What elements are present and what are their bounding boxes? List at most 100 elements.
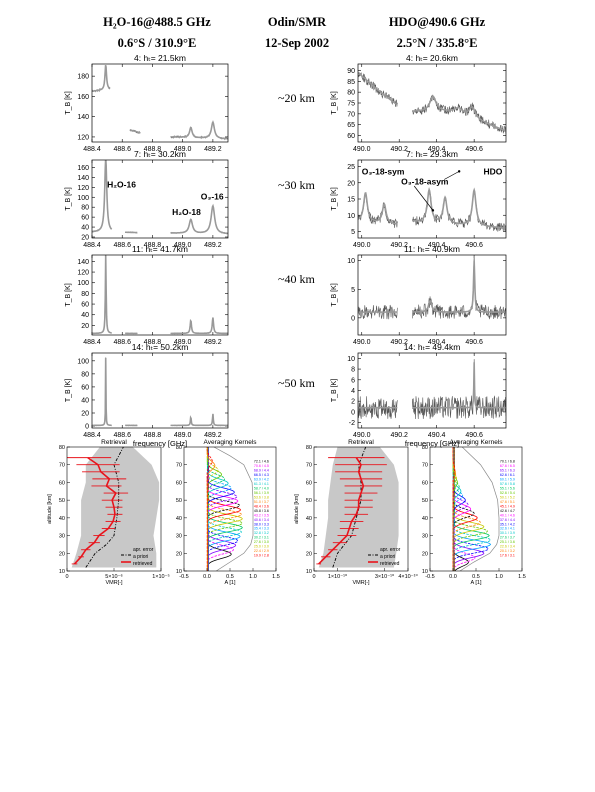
kernel-resolution-label: 72.1 / 4.6: [254, 460, 269, 464]
panel-frame: [91, 159, 229, 239]
x-tick-label: 488.4: [83, 146, 101, 153]
kernel-resolution-label: 52.6 / 5.4: [500, 491, 515, 495]
y-tick-label: 20: [81, 323, 89, 330]
line-label: O₃-18-sym: [362, 167, 405, 177]
spectrum-measured: [170, 413, 228, 427]
panel-title: 14: hₜ= 50.2km: [132, 342, 189, 352]
y-tick-label: 80: [81, 371, 89, 378]
y-tick-label: 60: [306, 480, 312, 486]
x-tick-label: 489.0: [174, 242, 192, 249]
spectrum-measured: [92, 357, 112, 427]
x-tick-label: 0.5: [226, 574, 234, 580]
y-tick-label: 160: [77, 94, 89, 101]
x-tick-label: 0.0: [203, 574, 211, 580]
y-tick-label: 140: [77, 175, 89, 182]
kernel-resolution-label: 57.6 / 5.8: [500, 482, 515, 486]
y-tick-label: 80: [81, 205, 89, 212]
kernel-resolution-label: 70.6 / 4.5: [254, 464, 269, 468]
x-axis-label: frequency [GHz]: [405, 439, 459, 448]
y-tick-label: 80: [176, 445, 182, 451]
kernel-resolution-label: 48.4 / 3.6: [254, 504, 269, 508]
retrieved-profile: [73, 456, 117, 565]
x-tick-label: 0: [65, 574, 68, 580]
y-tick-label: 60: [81, 384, 89, 391]
kernel-resolution-label: 42.6 / 4.7: [500, 509, 515, 513]
y-tick-label: 0: [351, 409, 355, 416]
panel-frame: [429, 446, 523, 572]
panel-frame: [66, 446, 162, 572]
x-tick-label: 488.4: [83, 432, 101, 439]
panel-frame: [313, 446, 409, 572]
y-tick-label: 60: [422, 480, 428, 486]
x-tick-label: 489.0: [174, 432, 192, 439]
spectrum-fit: [170, 317, 228, 335]
x-tick-label: 0: [312, 574, 315, 580]
spectrum-panel-h2o-scan11: 11: hₜ= 41.7km 488.4 488.6 488.8 489.0 489.2 2…: [65, 244, 229, 346]
y-tick-label: 100: [77, 358, 89, 365]
y-tick-label: 50: [59, 498, 65, 504]
x-axis-label: A [1]: [470, 580, 481, 586]
y-tick-label: 20: [347, 180, 355, 187]
x-tick-label: 1.0: [249, 574, 257, 580]
x-axis-label: A [1]: [224, 580, 235, 586]
spectrum-panel-hdo-scan7: 7: hₜ= 29.3km 490.0 490.2 490.4 490.6 5 10 15 20…: [331, 149, 507, 249]
kernel-resolution-label: 20.1 / 3.2: [500, 549, 515, 553]
x-tick-label: 488.6: [113, 432, 131, 439]
panel-title: 14: hₜ= 49.4km: [404, 342, 461, 352]
kernel-resolution-label: 30.1 / 3.9: [500, 531, 515, 535]
y-tick-label: 2: [351, 399, 355, 406]
x-tick-label: 488.6: [113, 339, 131, 346]
panel-title: Averaging Kernels: [450, 439, 504, 446]
y-axis-label: T_B [K]: [65, 187, 72, 210]
y-tick-label: 100: [77, 195, 89, 202]
measurement-response: [459, 447, 500, 571]
kernel-resolution-label: 56.1 / 3.9: [254, 491, 269, 495]
y-tick-label: 70: [422, 463, 428, 469]
x-tick-label: 4×10⁻¹⁰: [398, 573, 418, 580]
y-tick-label: 80: [81, 291, 89, 298]
x-tick-label: 490.6: [465, 432, 483, 439]
y-tick-label: 100: [77, 280, 89, 287]
kernel-resolution-label: 53.6 / 3.8: [254, 495, 269, 499]
y-tick-label: 10: [422, 569, 428, 575]
spectrum-fit: [412, 187, 506, 229]
kernel-resolution-label: 19.9 / 2.8: [254, 554, 269, 558]
x-tick-label: 488.4: [83, 242, 101, 249]
x-tick-label: 488.8: [144, 146, 162, 153]
measurement-response: [213, 447, 254, 571]
legend-swatch-error: [121, 547, 131, 551]
y-tick-label: 20: [422, 551, 428, 557]
kernel-resolution-label: 27.6 / 3.0: [254, 540, 269, 544]
x-tick-label: 490.6: [465, 339, 483, 346]
spectrum-panel-h2o-scan7: 7: hₜ= 30.2km 488.4 488.6 488.8 489.0 489.2 20…: [65, 149, 229, 249]
kernel-resolution-label: 22.4 / 2.9: [254, 549, 269, 553]
x-tick-label: 488.8: [144, 432, 162, 439]
legend-entry: apr. error: [380, 547, 401, 553]
averaging-kernel: [206, 447, 232, 571]
kernel-resolution-label: 32.8 / 3.2: [254, 531, 269, 535]
spectrum-measured: [358, 396, 398, 419]
kernel-resolution-label: 60.1 / 5.9: [500, 478, 515, 482]
y-tick-label: 70: [306, 463, 312, 469]
y-axis-label: T_B [K]: [65, 91, 72, 114]
kernel-resolution-label: 35.1 / 4.2: [500, 522, 515, 526]
spectrum-panel-h2o-scan14: 14: hₜ= 50.2km 488.4 488.6 488.8 489.0 489.2 0…: [65, 342, 229, 448]
y-tick-label: 20: [81, 411, 89, 418]
legend-entry: a priori: [133, 554, 148, 560]
y-tick-label: 60: [176, 480, 182, 486]
y-tick-label: 50: [176, 498, 182, 504]
y-tick-label: 180: [77, 74, 89, 81]
kernel-resolution-label: 70.1 / 6.8: [500, 460, 515, 464]
retrieval-panel-h2o-retrieval: Retrieval 10 20 30 40 50 60 70 80 0 5×10⁻⁶ 1×10⁻⁵ VM…: [47, 439, 170, 586]
retrieval-panel-hdo-retrieval: Retrieval 10 20 30 40 50 60 70 80 0 1×10⁻¹⁰ 3×10⁻¹⁰…: [294, 439, 418, 586]
x-tick-label: 1.5: [272, 574, 280, 580]
y-tick-label: 6: [351, 377, 355, 384]
panel-frame: [357, 63, 507, 143]
averaging-kernel: [206, 447, 213, 571]
spectrum-fit: [170, 413, 228, 427]
y-tick-label: 30: [306, 534, 312, 540]
y-tick-label: 40: [176, 516, 182, 522]
y-tick-label: 8: [351, 367, 355, 374]
x-tick-label: 489.2: [204, 146, 222, 153]
y-axis-label: T_B [K]: [331, 187, 338, 210]
